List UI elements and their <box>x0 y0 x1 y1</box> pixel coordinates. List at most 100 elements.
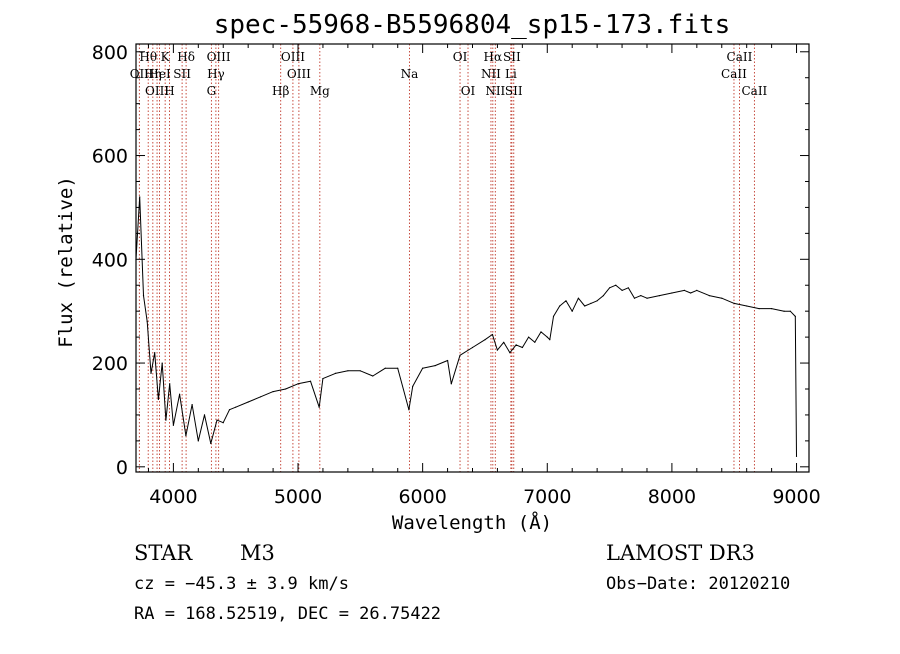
data-point <box>150 372 152 374</box>
data-point <box>222 422 224 424</box>
emission-line-label: Hθ <box>139 50 157 64</box>
data-point <box>197 440 199 442</box>
emission-line-label: Hβ <box>272 84 289 98</box>
data-point <box>771 308 773 310</box>
y-tick-label: 400 <box>92 249 128 271</box>
emission-line-label: H <box>164 84 174 98</box>
data-point <box>154 352 156 354</box>
observation-date: Obs−Date: 20120210 <box>606 574 790 594</box>
data-point <box>169 383 171 385</box>
data-point <box>708 295 710 297</box>
data-point <box>571 310 573 312</box>
data-point <box>733 302 735 304</box>
data-point <box>794 315 796 317</box>
data-point <box>758 308 760 310</box>
emission-line-label: OIII <box>281 50 305 64</box>
x-tick-label: 8000 <box>648 486 696 508</box>
data-point <box>540 331 542 333</box>
data-point <box>658 295 661 297</box>
data-point <box>621 289 623 291</box>
data-point <box>203 414 206 416</box>
data-point <box>627 287 629 289</box>
data-point <box>596 300 598 302</box>
data-point <box>609 287 611 289</box>
data-point <box>260 396 262 398</box>
data-point <box>139 196 141 198</box>
data-point <box>615 284 617 286</box>
survey-name: LAMOST DR3 <box>606 541 755 565</box>
data-point <box>408 409 410 411</box>
data-point <box>602 295 605 297</box>
emission-line-label: Li <box>505 67 517 81</box>
data-point <box>384 367 386 369</box>
data-point <box>552 315 555 317</box>
emission-line-label: OI <box>453 50 468 64</box>
emission-line-label: K <box>161 50 171 64</box>
data-point <box>285 388 287 390</box>
emission-line-label: OII <box>130 67 150 81</box>
emission-line-label: NII <box>481 67 501 81</box>
emission-line-label: OI <box>461 84 476 98</box>
data-point <box>185 435 187 437</box>
emission-line-label: CaII <box>721 67 747 81</box>
data-point <box>509 352 511 354</box>
data-point <box>696 289 698 291</box>
x-tick-label: 7000 <box>523 486 571 508</box>
data-point <box>172 424 174 426</box>
data-point <box>546 336 548 338</box>
data-point <box>584 305 586 307</box>
data-point <box>521 346 524 349</box>
data-point <box>450 383 452 385</box>
object-subclass: M3 <box>240 541 275 565</box>
x-tick-label: 5000 <box>274 486 322 508</box>
emission-line-label: Hδ <box>177 50 195 64</box>
data-point <box>297 383 299 385</box>
data-point <box>565 300 567 302</box>
x-axis-label: Wavelength (Å) <box>392 511 552 534</box>
data-point <box>247 401 249 403</box>
data-point <box>422 367 424 369</box>
data-point <box>515 344 517 346</box>
data-point <box>359 370 361 372</box>
emission-line-label: OIII <box>287 67 311 81</box>
spectrum-series <box>135 196 798 457</box>
plot-frame <box>135 43 810 473</box>
emission-line-label: SII <box>503 50 521 64</box>
data-point <box>447 359 449 362</box>
coordinates: RA = 168.52519, DEC = 26.75422 <box>134 604 441 624</box>
emission-line-label: Mg <box>310 84 330 98</box>
x-tick-label: 9000 <box>772 486 820 508</box>
data-point <box>397 367 399 369</box>
data-point <box>161 362 163 364</box>
emission-line-label: OIII <box>145 84 169 98</box>
data-point <box>142 295 145 297</box>
data-point <box>146 321 148 323</box>
y-tick-label: 200 <box>92 353 128 375</box>
emission-line-label: SII <box>173 67 191 81</box>
data-point <box>484 339 486 341</box>
emission-line-label: CaII <box>741 84 767 98</box>
data-point <box>590 302 592 304</box>
data-point <box>434 365 436 367</box>
data-point <box>496 349 498 351</box>
data-point <box>690 292 692 294</box>
emission-line-label: NII <box>485 84 505 98</box>
object-class: STAR <box>134 541 193 565</box>
data-point <box>559 305 561 307</box>
data-point <box>795 455 798 457</box>
data-point <box>318 406 320 408</box>
data-point <box>633 297 636 299</box>
data-point <box>309 380 312 382</box>
data-point <box>503 341 505 343</box>
data-point <box>191 404 193 406</box>
data-point <box>372 375 374 377</box>
data-point <box>347 370 349 372</box>
emission-line-label: CaII <box>727 50 753 64</box>
data-point <box>412 385 414 387</box>
emission-line-label: OIII <box>207 50 231 64</box>
emission-line-labels: Hθ OII OIII Hη K H HeI Hδ SII OIII Hγ G Hβ OIII OIII Mg… <box>130 50 768 98</box>
emission-line-label: Hα <box>484 50 503 64</box>
data-point <box>272 391 274 393</box>
